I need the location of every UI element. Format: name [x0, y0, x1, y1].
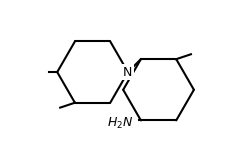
- Text: $H_2N$: $H_2N$: [107, 116, 133, 131]
- Text: N: N: [123, 66, 133, 79]
